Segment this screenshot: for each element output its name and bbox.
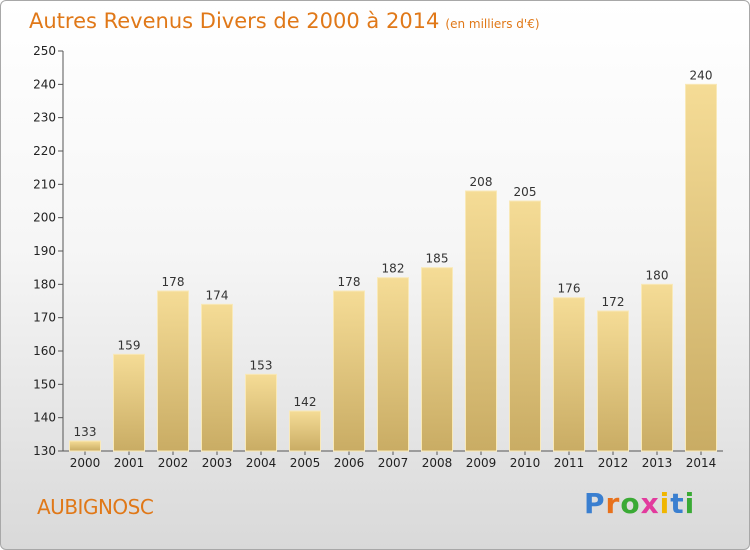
x-tick-label-2000: 2000	[70, 456, 101, 470]
y-tick-label: 230	[33, 111, 56, 125]
logo-letter: i	[659, 487, 671, 520]
value-label-2005: 142	[294, 395, 317, 409]
x-tick-label-2006: 2006	[334, 456, 365, 470]
y-tick-label: 210	[33, 177, 56, 191]
x-tick-label-2012: 2012	[598, 456, 629, 470]
x-tick-label-2005: 2005	[290, 456, 321, 470]
x-tick-label-2002: 2002	[158, 456, 189, 470]
value-label-2012: 172	[602, 295, 625, 309]
y-tick-label: 170	[33, 311, 56, 325]
place-name: AUBIGNOSC	[37, 495, 154, 519]
bar-2009	[465, 190, 497, 452]
bars	[69, 83, 717, 452]
bar-2006	[333, 290, 365, 452]
x-tick-label-2010: 2010	[510, 456, 541, 470]
value-label-2008: 185	[426, 252, 449, 266]
value-label-2000: 133	[74, 425, 97, 439]
logo-letter: o	[620, 487, 641, 520]
proxiti-logo: Proxiti	[584, 487, 695, 520]
bar-2003	[201, 303, 233, 452]
y-tick-label: 140	[33, 411, 56, 425]
bar-2014	[685, 83, 717, 452]
bar-2002	[157, 290, 189, 452]
logo-letter: x	[640, 487, 660, 520]
y-tick-label: 220	[33, 144, 56, 158]
x-tick-label-2003: 2003	[202, 456, 233, 470]
value-label-2003: 174	[206, 288, 229, 302]
y-tick-label: 150	[33, 377, 56, 391]
x-tick-label-2009: 2009	[466, 456, 497, 470]
x-tick-label-2014: 2014	[686, 456, 717, 470]
value-label-2006: 178	[338, 275, 361, 289]
logo-letter: t	[670, 487, 685, 520]
bar-2012	[597, 310, 629, 452]
chart-title: Autres Revenus Divers de 2000 à 2014 (en …	[29, 9, 540, 33]
y-tick-label: 240	[33, 77, 56, 91]
logo-letter: P	[584, 487, 606, 520]
data-labels: 133 159 178 174 153 142 178 182 185 208 205 176 172 1…	[74, 68, 713, 439]
bar-2011	[553, 297, 585, 452]
logo-letter: i	[684, 487, 696, 520]
y-tick-label: 130	[33, 444, 56, 458]
bar-2010	[509, 200, 541, 452]
value-label-2009: 208	[470, 175, 493, 189]
bar-2004	[245, 373, 277, 452]
x-tick-label-2001: 2001	[114, 456, 145, 470]
y-tick-label: 250	[33, 44, 56, 58]
axes: 130 140 150 160 170 180 190 200 210 220 230 240 250 2…	[33, 44, 723, 470]
bar-2005	[289, 410, 321, 452]
bar-2001	[113, 353, 145, 452]
value-label-2011: 176	[558, 282, 581, 296]
x-tick-label-2008: 2008	[422, 456, 453, 470]
x-tick-label-2011: 2011	[554, 456, 585, 470]
y-tick-label: 200	[33, 211, 56, 225]
bar-2007	[377, 277, 409, 452]
bar-2000	[69, 440, 101, 452]
chart-subtitle: (en milliers d'€)	[445, 17, 540, 31]
logo-letter: r	[605, 487, 621, 520]
x-tick-label-2004: 2004	[246, 456, 277, 470]
y-tick-label: 180	[33, 277, 56, 291]
y-tick-label: 190	[33, 244, 56, 258]
title-text: Autres Revenus Divers de 2000 à 2014	[29, 9, 440, 33]
value-label-2007: 182	[382, 262, 405, 276]
bar-2008	[421, 267, 453, 452]
x-tick-label-2013: 2013	[642, 456, 673, 470]
bar-2013	[641, 283, 673, 452]
x-tick-label-2007: 2007	[378, 456, 409, 470]
value-label-2004: 153	[250, 358, 273, 372]
value-label-2014: 240	[690, 68, 713, 82]
value-label-2002: 178	[162, 275, 185, 289]
value-label-2010: 205	[514, 185, 537, 199]
value-label-2001: 159	[118, 338, 141, 352]
y-tick-label: 160	[33, 344, 56, 358]
value-label-2013: 180	[646, 268, 669, 282]
